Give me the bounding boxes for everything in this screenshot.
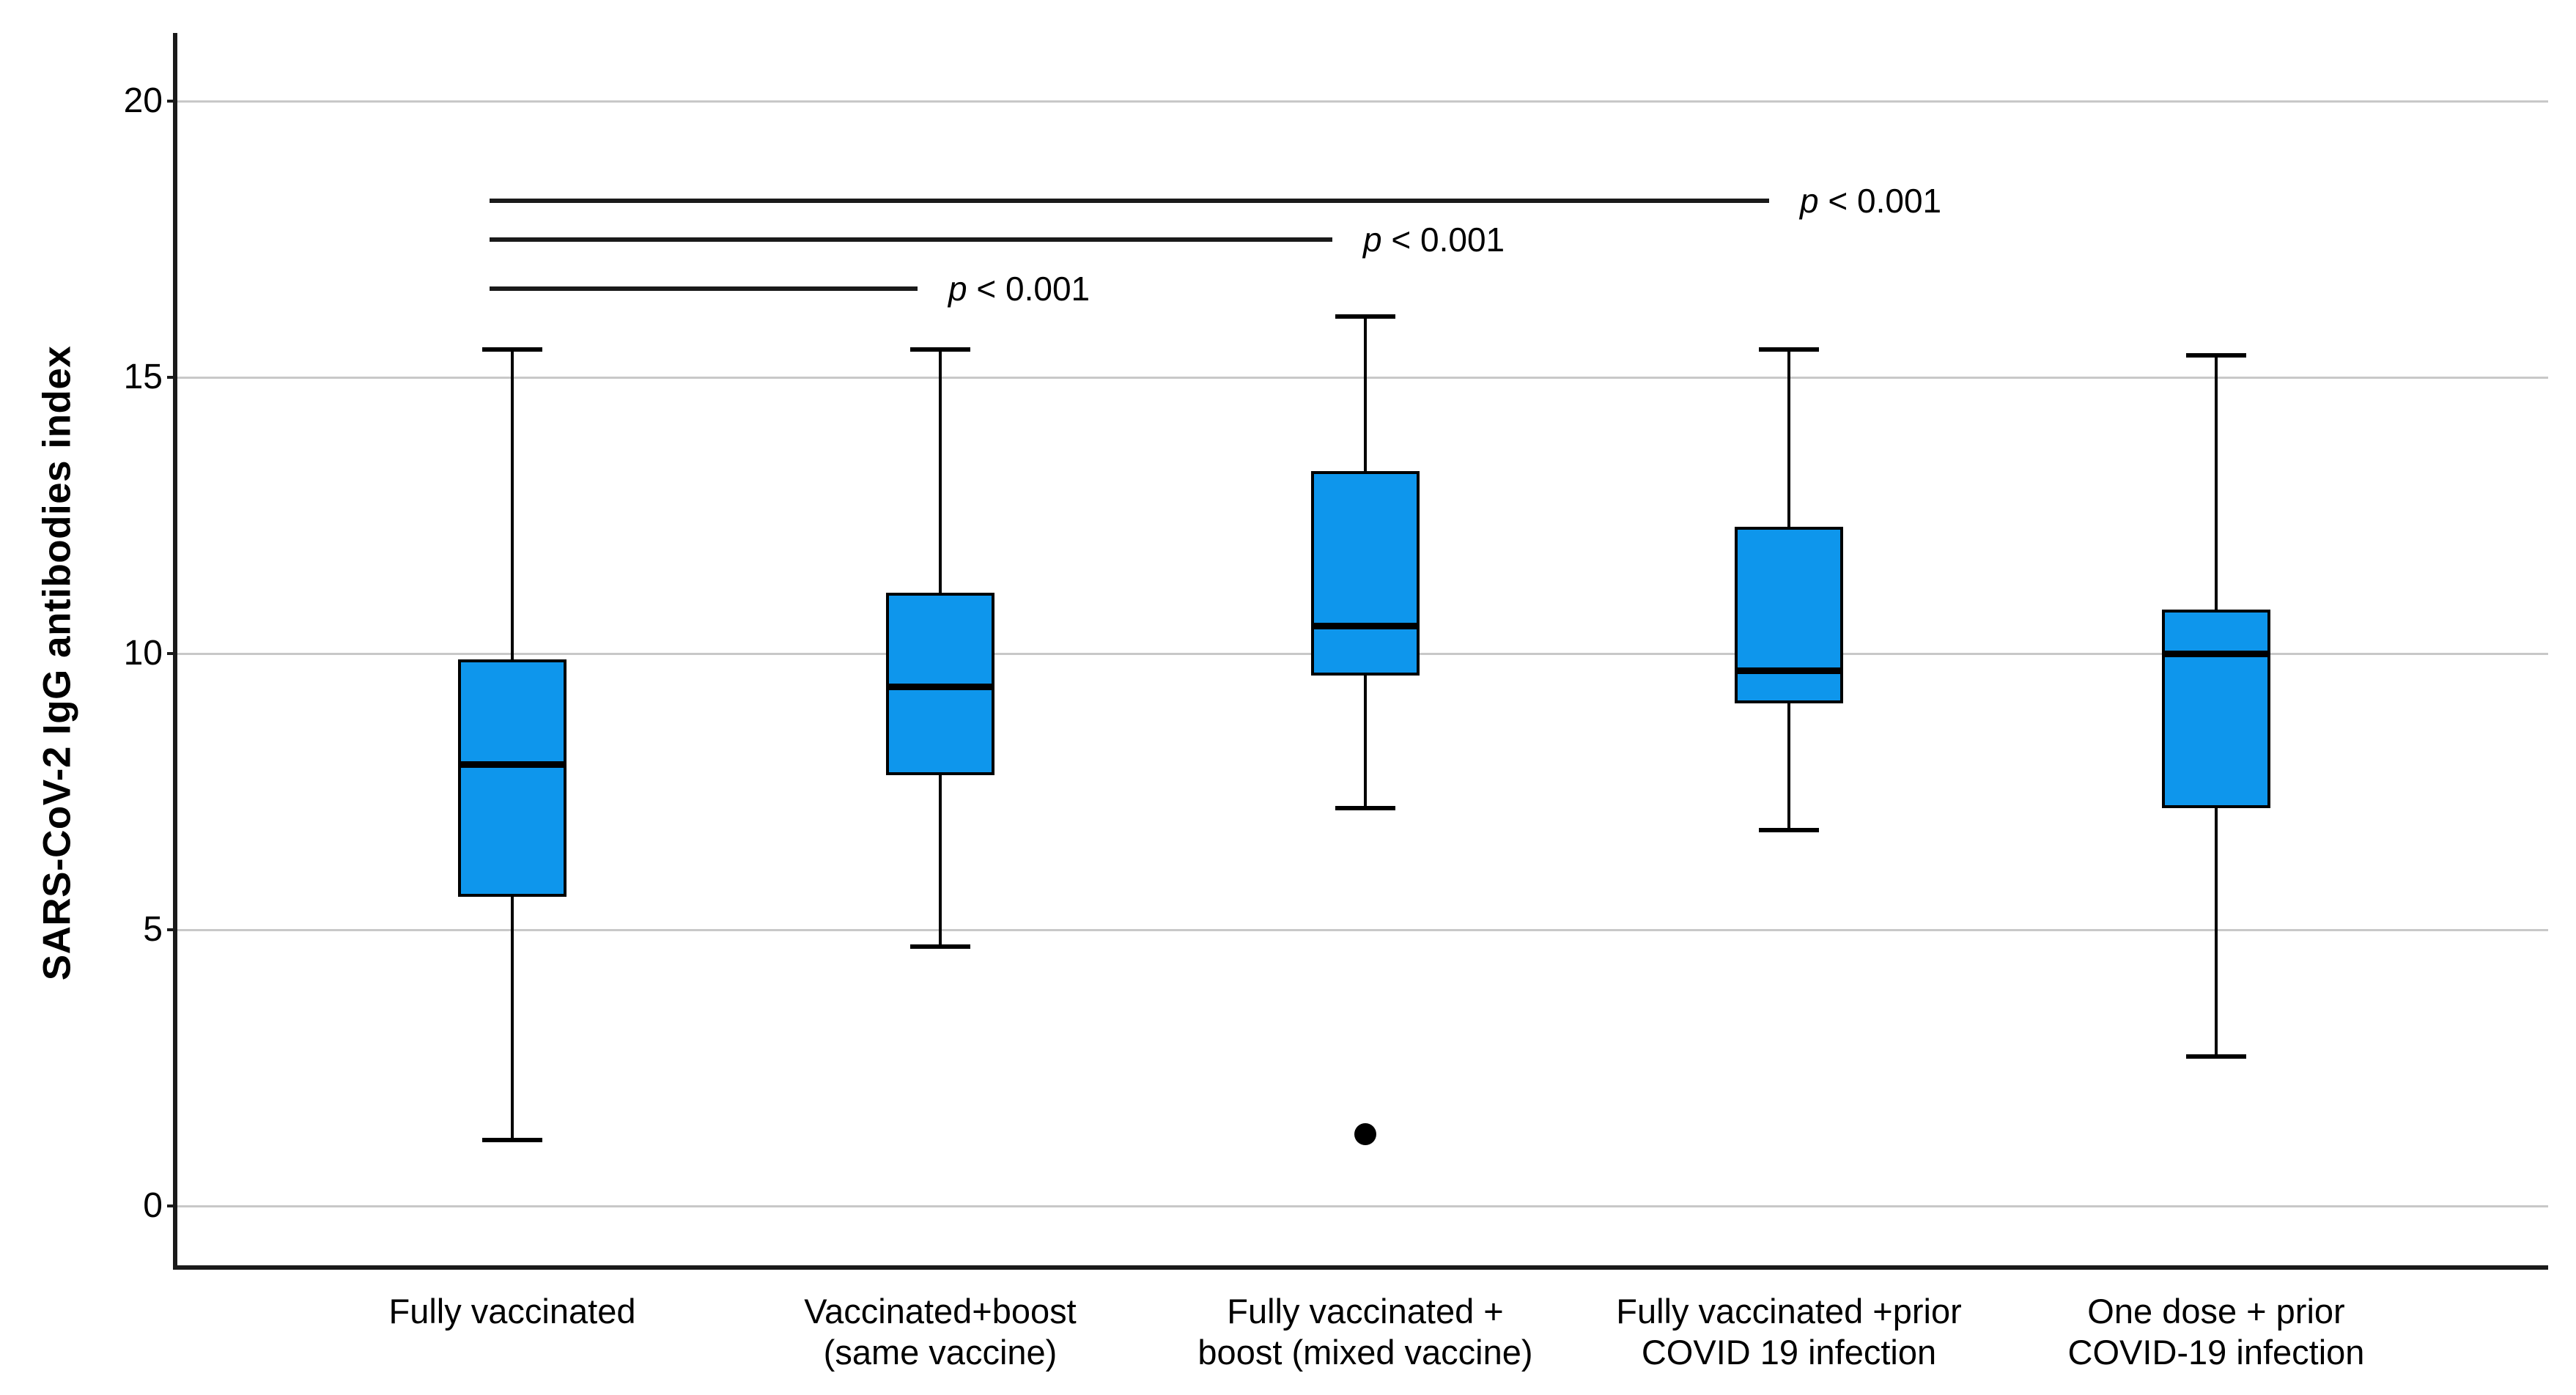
significance-line bbox=[490, 286, 918, 292]
whisker-cap-bottom bbox=[2186, 1054, 2246, 1059]
whisker-cap-top bbox=[1759, 347, 1819, 352]
x-axis bbox=[173, 1265, 2548, 1270]
y-axis-tick bbox=[167, 652, 177, 655]
outlier-point bbox=[1354, 1122, 1376, 1145]
whisker-cap-top bbox=[482, 347, 542, 352]
x-category-label: One dose + prior COVID-19 infection bbox=[2067, 1292, 2365, 1372]
y-axis-tick bbox=[167, 100, 177, 103]
x-category-label: Fully vaccinated bbox=[388, 1292, 636, 1331]
median-line bbox=[2162, 651, 2270, 657]
whisker-cap-bottom bbox=[910, 944, 970, 949]
median-line bbox=[886, 684, 994, 691]
gridline bbox=[177, 376, 2548, 379]
x-category-label: Vaccinated+boost (same vaccine) bbox=[804, 1292, 1077, 1372]
y-tick-label: 5 bbox=[143, 910, 163, 949]
box bbox=[1311, 471, 1420, 676]
significance-label: p < 0.001 bbox=[1800, 181, 1942, 220]
significance-line bbox=[490, 237, 1332, 242]
y-tick-label: 0 bbox=[143, 1186, 163, 1225]
significance-label: p < 0.001 bbox=[948, 270, 1090, 308]
gridline bbox=[177, 100, 2548, 103]
whisker-cap-bottom bbox=[482, 1137, 542, 1142]
whisker-cap-bottom bbox=[1335, 806, 1395, 811]
median-line bbox=[1311, 623, 1420, 630]
y-axis-tick bbox=[167, 928, 177, 931]
box bbox=[458, 659, 567, 897]
gridline bbox=[177, 1205, 2548, 1207]
significance-line bbox=[490, 198, 1769, 203]
y-tick-label: 20 bbox=[123, 81, 163, 120]
y-axis-tick bbox=[167, 1205, 177, 1207]
y-tick-label: 15 bbox=[123, 358, 163, 396]
gridline bbox=[177, 928, 2548, 931]
significance-label: p < 0.001 bbox=[1363, 220, 1505, 259]
y-axis bbox=[173, 33, 177, 1265]
y-axis-tick bbox=[167, 376, 177, 379]
box bbox=[1735, 526, 1843, 703]
whisker-cap-top bbox=[910, 347, 970, 352]
whisker-cap-bottom bbox=[1759, 828, 1819, 833]
median-line bbox=[458, 761, 567, 768]
x-category-label: Fully vaccinated +prior COVID 19 infectio… bbox=[1616, 1292, 1962, 1372]
box bbox=[2162, 609, 2270, 809]
y-tick-label: 10 bbox=[123, 634, 163, 673]
whisker-cap-top bbox=[1335, 314, 1395, 319]
median-line bbox=[1735, 667, 1843, 674]
x-category-label: Fully vaccinated + boost (mixed vaccine) bbox=[1197, 1292, 1533, 1372]
whisker-cap-top bbox=[2186, 352, 2246, 358]
